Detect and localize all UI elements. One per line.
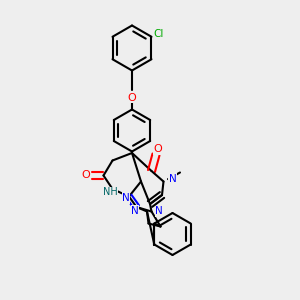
Text: N: N	[122, 193, 130, 203]
Text: N: N	[131, 206, 139, 216]
Text: N: N	[169, 173, 176, 184]
Text: O: O	[128, 92, 136, 103]
Text: Cl: Cl	[154, 29, 164, 39]
Text: O: O	[82, 170, 91, 181]
Text: O: O	[153, 144, 162, 154]
Text: N: N	[155, 206, 163, 217]
Text: NH: NH	[103, 187, 118, 197]
